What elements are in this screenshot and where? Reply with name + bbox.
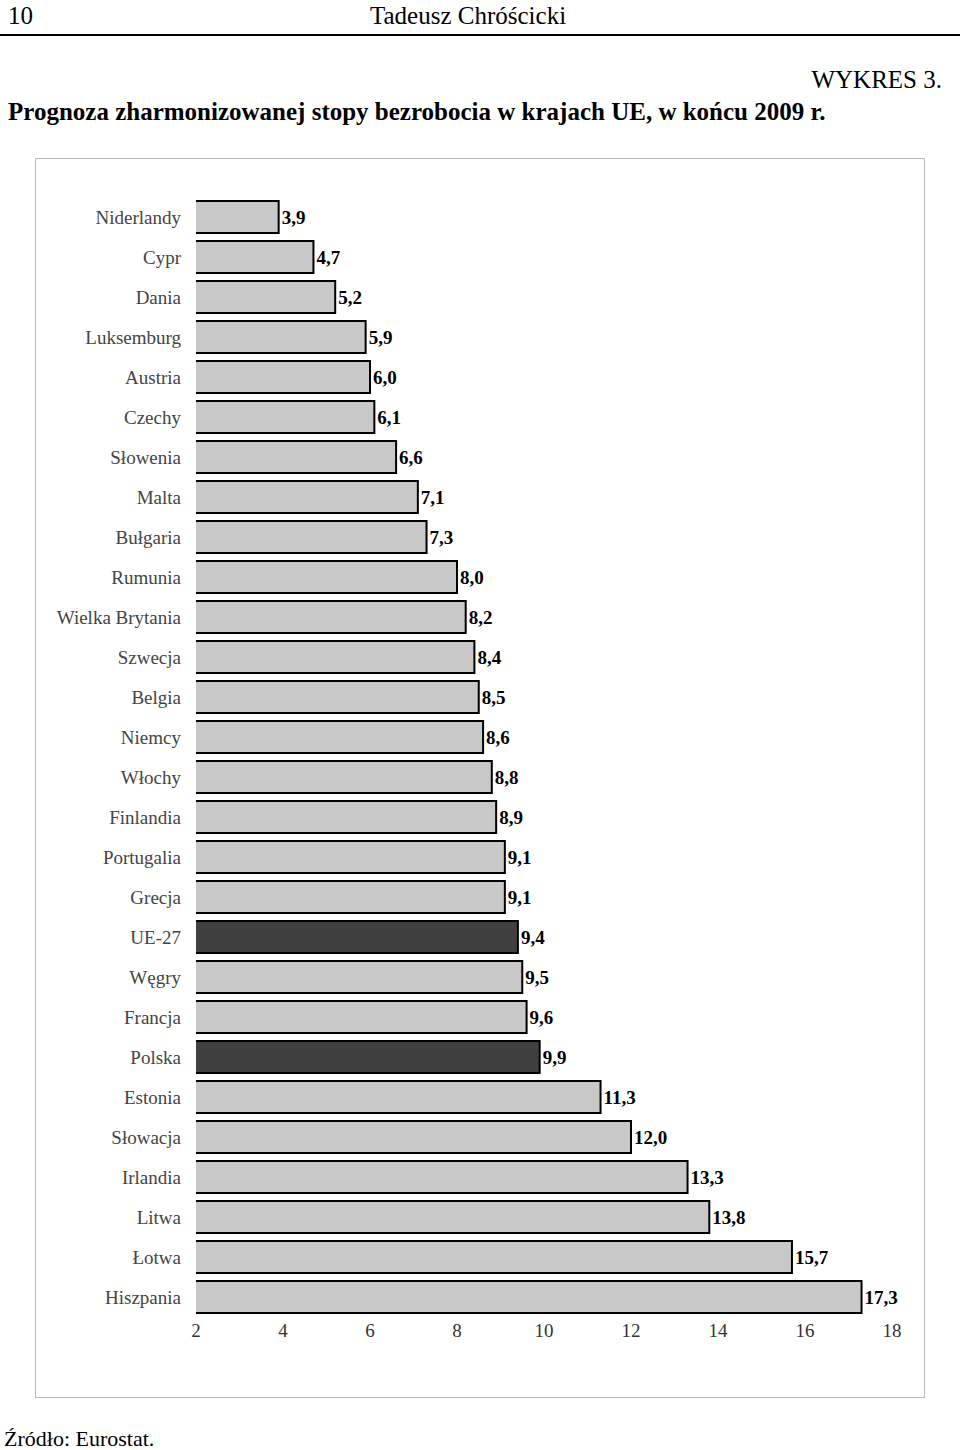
svg-text:12: 12 [622, 1320, 641, 1341]
svg-text:Niderlandy: Niderlandy [96, 207, 182, 228]
svg-text:10: 10 [535, 1320, 554, 1341]
svg-text:Austria: Austria [125, 367, 182, 388]
svg-text:8: 8 [452, 1320, 462, 1341]
html-text:Prognoza zharmonizowanej stopy: Prognoza zharmonizowanej stopy bezroboci… [8, 98, 826, 125]
svg-text:15,7: 15,7 [795, 1247, 829, 1268]
svg-text:9,1: 9,1 [508, 847, 532, 868]
svg-text:9,4: 9,4 [521, 927, 545, 948]
svg-text:Grecja: Grecja [130, 887, 181, 908]
svg-text:8,4: 8,4 [477, 647, 501, 668]
html-text:Tadeusz Chróścicki: Tadeusz Chróścicki [370, 2, 567, 29]
svg-text:Niemcy: Niemcy [121, 727, 182, 748]
svg-text:Francja: Francja [124, 1007, 182, 1028]
svg-text:6,1: 6,1 [377, 407, 401, 428]
svg-text:Hiszpania: Hiszpania [105, 1287, 182, 1308]
svg-text:Słowenia: Słowenia [110, 447, 181, 468]
html-text:Źródło: Eurostat.: Źródło: Eurostat. [4, 1426, 155, 1450]
svg-text:Polska: Polska [130, 1047, 181, 1068]
svg-text:Czechy: Czechy [124, 407, 181, 428]
svg-text:9,6: 9,6 [530, 1007, 554, 1028]
svg-text:6,0: 6,0 [373, 367, 397, 388]
svg-text:2: 2 [191, 1320, 201, 1341]
svg-text:Słowacja: Słowacja [111, 1127, 181, 1148]
svg-text:7,3: 7,3 [430, 527, 454, 548]
svg-text:12,0: 12,0 [634, 1127, 667, 1148]
svg-text:Węgry: Węgry [129, 967, 181, 988]
svg-text:5,2: 5,2 [338, 287, 362, 308]
svg-text:4,7: 4,7 [316, 247, 340, 268]
svg-text:Luksemburg: Luksemburg [85, 327, 181, 348]
svg-text:UE-27: UE-27 [130, 927, 181, 948]
svg-text:3,9: 3,9 [282, 207, 306, 228]
svg-text:9,5: 9,5 [525, 967, 549, 988]
svg-text:13,8: 13,8 [712, 1207, 745, 1228]
svg-text:8,0: 8,0 [460, 567, 484, 588]
svg-text:14: 14 [709, 1320, 729, 1341]
svg-text:8,2: 8,2 [469, 607, 493, 628]
svg-text:Litwa: Litwa [137, 1207, 182, 1228]
svg-text:17,3: 17,3 [865, 1287, 898, 1308]
svg-text:Szwecja: Szwecja [118, 647, 182, 668]
svg-text:13,3: 13,3 [691, 1167, 724, 1188]
svg-text:9,1: 9,1 [508, 887, 532, 908]
svg-text:8,5: 8,5 [482, 687, 506, 708]
svg-text:Rumunia: Rumunia [111, 567, 181, 588]
svg-text:16: 16 [796, 1320, 815, 1341]
svg-text:6: 6 [365, 1320, 375, 1341]
svg-text:Irlandia: Irlandia [122, 1167, 182, 1188]
svg-text:8,8: 8,8 [495, 767, 519, 788]
svg-text:11,3: 11,3 [604, 1087, 636, 1108]
svg-text:Bułgaria: Bułgaria [116, 527, 182, 548]
svg-text:Wielka Brytania: Wielka Brytania [57, 607, 182, 628]
svg-text:Cypr: Cypr [143, 247, 182, 268]
svg-text:8,6: 8,6 [486, 727, 510, 748]
html-text:10: 10 [8, 2, 33, 29]
svg-text:Portugalia: Portugalia [103, 847, 182, 868]
svg-text:8,9: 8,9 [499, 807, 523, 828]
svg-text:18: 18 [883, 1320, 902, 1341]
svg-text:Łotwa: Łotwa [132, 1247, 181, 1268]
svg-text:Włochy: Włochy [121, 767, 182, 788]
svg-text:9,9: 9,9 [543, 1047, 567, 1068]
svg-text:Belgia: Belgia [131, 687, 181, 708]
svg-text:4: 4 [278, 1320, 288, 1341]
svg-text:5,9: 5,9 [369, 327, 393, 348]
svg-text:Malta: Malta [137, 487, 182, 508]
svg-text:Estonia: Estonia [124, 1087, 182, 1108]
svg-text:Dania: Dania [136, 287, 182, 308]
svg-text:6,6: 6,6 [399, 447, 423, 468]
svg-text:Finlandia: Finlandia [109, 807, 181, 828]
svg-text:7,1: 7,1 [421, 487, 445, 508]
html-text:WYKRES 3.: WYKRES 3. [811, 66, 942, 93]
